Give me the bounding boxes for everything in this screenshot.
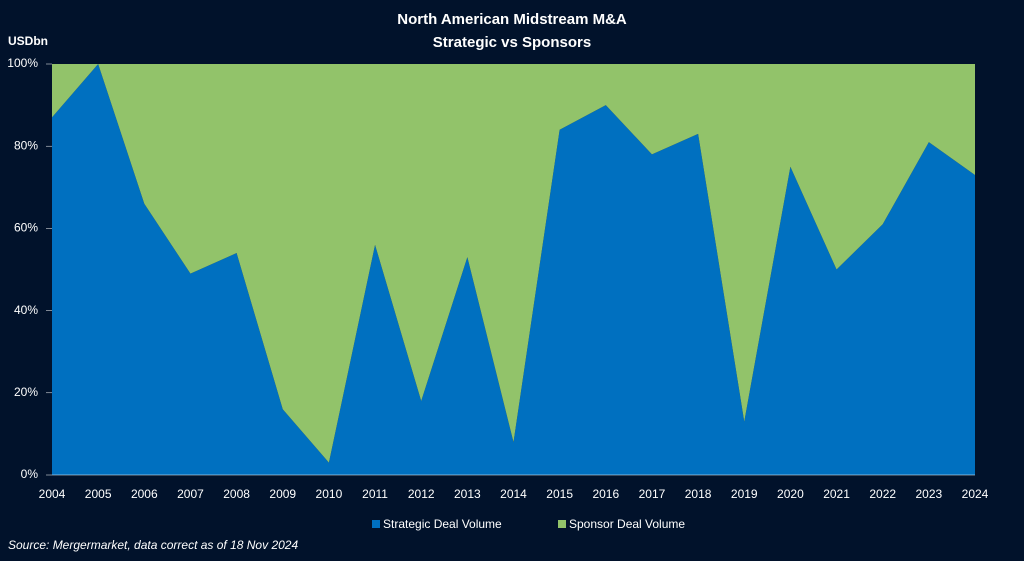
chart-subtitle: Strategic vs Sponsors — [433, 34, 591, 51]
y-tick-label: 40% — [14, 303, 38, 317]
x-tick-label: 2024 — [962, 487, 989, 501]
legend-swatch — [372, 520, 380, 528]
x-tick-label: 2014 — [500, 487, 527, 501]
y-tick-label: 20% — [14, 385, 38, 399]
y-tick-label: 80% — [14, 138, 38, 152]
y-tick-label: 60% — [14, 221, 38, 235]
x-tick-label: 2007 — [177, 487, 204, 501]
y-tick-label: 100% — [7, 56, 38, 70]
x-tick-label: 2005 — [85, 487, 112, 501]
x-tick-label: 2023 — [915, 487, 942, 501]
source-note: Source: Mergermarket, data correct as of… — [8, 538, 298, 552]
area — [52, 64, 975, 463]
x-tick-label: 2004 — [39, 487, 66, 501]
chart-title: North American Midstream M&A — [397, 11, 627, 28]
x-tick-label: 2022 — [869, 487, 896, 501]
x-tick-label: 2008 — [223, 487, 250, 501]
area — [52, 64, 975, 475]
x-tick-label: 2015 — [546, 487, 573, 501]
x-tick-label: 2010 — [316, 487, 343, 501]
legend-label: Sponsor Deal Volume — [569, 517, 685, 531]
x-tick-label: 2006 — [131, 487, 158, 501]
y-axis-label: USDbn — [8, 34, 48, 48]
y-tick-label: 0% — [21, 467, 39, 481]
x-tick-label: 2017 — [639, 487, 666, 501]
x-tick-label: 2021 — [823, 487, 850, 501]
x-tick-label: 2018 — [685, 487, 712, 501]
x-tick-label: 2009 — [269, 487, 296, 501]
x-tick-label: 2013 — [454, 487, 481, 501]
x-tick-label: 2019 — [731, 487, 758, 501]
x-tick-label: 2016 — [592, 487, 619, 501]
x-tick-label: 2020 — [777, 487, 804, 501]
x-tick-label: 2011 — [362, 487, 388, 501]
x-tick-label: 2012 — [408, 487, 435, 501]
legend-swatch — [558, 520, 566, 528]
legend-label: Strategic Deal Volume — [383, 517, 502, 531]
